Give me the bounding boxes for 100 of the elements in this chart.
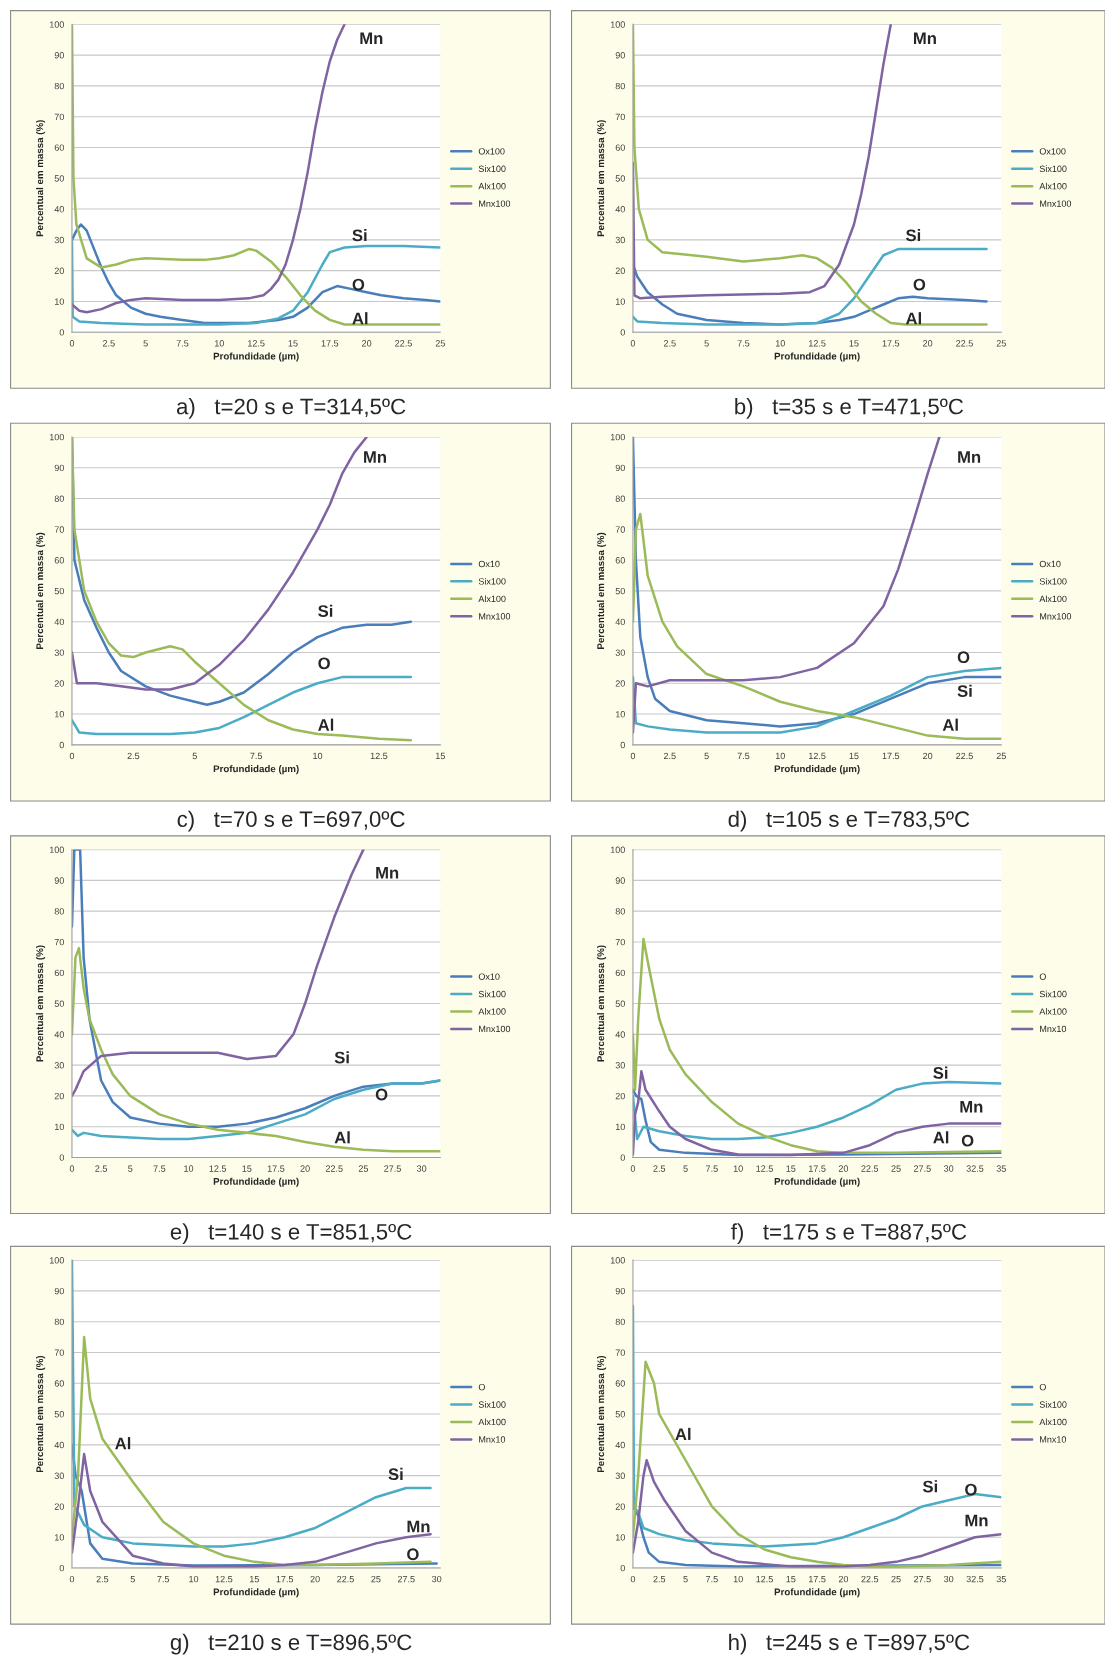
x-tick-label: 20: [838, 1165, 849, 1172]
y-tick-label: 70: [54, 1349, 64, 1356]
x-tick-label: 5: [143, 340, 148, 347]
legend-label: Six100: [478, 577, 506, 585]
y-tick-label: 20: [54, 1503, 64, 1510]
annotation: Si: [905, 229, 921, 242]
y-tick-label: 30: [615, 236, 625, 244]
x-tick-label: 0: [630, 752, 636, 760]
y-tick-label: 40: [615, 1441, 625, 1449]
legend-label: Alx100: [1039, 1418, 1067, 1426]
y-tick-label: 60: [54, 1380, 64, 1387]
x-tick-label: 10: [733, 1165, 743, 1172]
y-tick-label: 90: [54, 464, 64, 472]
annotation: Mn: [965, 1514, 988, 1527]
x-tick-label: 7.5: [176, 340, 189, 347]
legend-label: Ox100: [1039, 148, 1066, 155]
legend-label: Mnx100: [479, 1025, 511, 1033]
y-tick-label: 10: [615, 1534, 625, 1541]
x-tick-label: 7.5: [737, 752, 750, 760]
text: d) t=105 s e T=783,5ºC: [728, 810, 970, 832]
y-tick-label: 50: [54, 587, 64, 595]
legend-label: Alx100: [478, 1008, 506, 1015]
x-tick-label: 17.5: [882, 340, 900, 347]
x-tick-label: 15: [249, 1575, 259, 1583]
y-tick-label: 80: [615, 82, 625, 90]
y-tick-label: 60: [54, 144, 64, 151]
legend-label: Mnx100: [479, 613, 511, 620]
y-tick-label: 90: [615, 877, 625, 884]
legend-label: Six100: [1039, 577, 1067, 585]
x-tick-label: 15: [288, 340, 298, 347]
y-tick-label: 10: [615, 1123, 625, 1131]
y-tick-label: 90: [615, 52, 625, 59]
y-tick-label: 20: [54, 680, 64, 687]
annotation: Mn: [407, 1520, 430, 1533]
x-tick-label: 12.5: [756, 1575, 773, 1583]
x-tick-label: 10: [775, 340, 785, 347]
x-tick-label: 25: [358, 1165, 369, 1172]
x-tick-label: 15: [786, 1575, 796, 1583]
y-tick-label: 10: [615, 711, 625, 718]
y-tick-label: 0: [59, 1154, 64, 1161]
y-tick-label: 30: [615, 649, 625, 656]
y-tick-label: 30: [54, 1472, 64, 1479]
x-tick-label: 0: [69, 752, 75, 760]
y-tick-label: 60: [54, 969, 64, 977]
y-axis-title: Percentual em massa (%): [36, 1355, 46, 1473]
x-tick-label: 27.5: [914, 1575, 931, 1583]
x-tick-label: 12.5: [809, 752, 826, 760]
x-tick-label: 2.5: [96, 1575, 109, 1583]
y-tick-label: 100: [49, 846, 64, 853]
x-axis-title: Profundidade (µm): [774, 352, 860, 362]
legend-label: O: [478, 1383, 485, 1391]
x-tick-label: 2.5: [663, 340, 676, 347]
x-tick-label: 32.5: [966, 1165, 984, 1172]
y-tick-label: 50: [615, 1000, 625, 1007]
legend-label: Mnx100: [1040, 200, 1072, 207]
text: h) t=245 s e T=897,5ºC: [729, 1633, 970, 1655]
x-tick-label: 20: [838, 1575, 849, 1583]
legend-label: Mnx10: [479, 1436, 506, 1443]
annotation: Mn: [360, 32, 383, 45]
y-tick-label: 100: [49, 433, 64, 441]
annotation: Si: [957, 684, 972, 697]
x-tick-label: 12.5: [809, 340, 826, 347]
annotation: Al: [675, 1427, 691, 1440]
x-tick-label: 0: [69, 1165, 75, 1172]
y-axis-title: Percentual em massa (%): [36, 945, 46, 1062]
y-tick-label: 0: [620, 1154, 625, 1161]
y-tick-label: 20: [615, 1092, 625, 1100]
annotation: O: [961, 1134, 974, 1147]
legend-label: Ox10: [478, 973, 500, 980]
y-tick-label: 20: [615, 680, 625, 687]
x-tick-label: 15: [849, 752, 859, 760]
x-tick-label: 32.5: [966, 1575, 984, 1583]
y-tick-label: 30: [54, 236, 64, 244]
y-tick-label: 90: [615, 1287, 625, 1295]
x-tick-label: 5: [130, 1575, 135, 1583]
legend-label: Six100: [478, 165, 506, 172]
x-tick-label: 5: [192, 752, 197, 760]
y-tick-label: 0: [59, 329, 64, 336]
x-tick-label: 12.5: [370, 752, 388, 760]
y-tick-label: 70: [615, 113, 625, 121]
y-tick-label: 70: [54, 113, 64, 121]
y-tick-label: 70: [615, 526, 625, 533]
y-tick-label: 100: [610, 846, 625, 853]
legend-label: O: [1039, 973, 1046, 980]
x-tick-label: 17.5: [882, 752, 900, 760]
y-tick-label: 30: [54, 1062, 64, 1069]
x-tick-label: 17.5: [267, 1165, 285, 1172]
annotation: Mn: [376, 867, 399, 879]
x-tick-label: 2.5: [663, 752, 676, 760]
y-tick-label: 90: [54, 1287, 64, 1295]
x-tick-label: 2.5: [653, 1575, 666, 1583]
x-tick-label: 27.5: [384, 1165, 401, 1172]
legend-label: Ox10: [1039, 560, 1061, 568]
y-tick-label: 10: [54, 711, 64, 718]
legend-label: Ox100: [478, 148, 505, 155]
x-tick-label: 10: [775, 752, 785, 760]
x-tick-label: 5: [683, 1575, 688, 1583]
x-tick-label: 15: [786, 1165, 796, 1172]
x-tick-label: 30: [416, 1165, 427, 1172]
y-tick-label: 60: [615, 144, 625, 151]
